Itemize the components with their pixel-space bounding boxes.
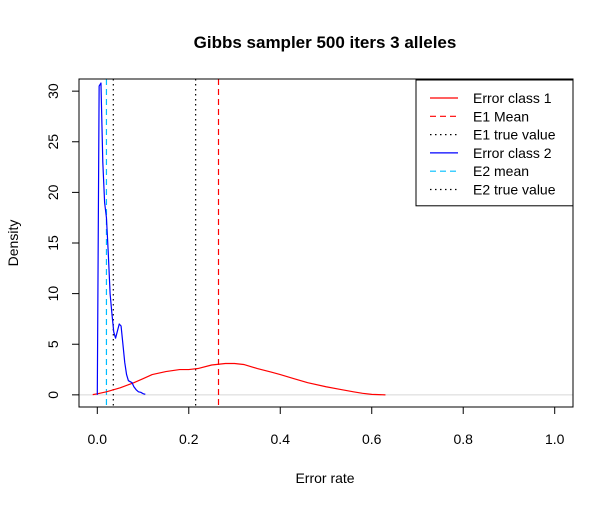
legend-label-0: Error class 1 [473,90,552,106]
y-tick-label: 30 [45,83,61,99]
x-axis: 0.0 0.2 0.4 0.6 0.8 1.0 [88,406,565,447]
x-tick-label: 1.0 [545,431,565,447]
legend-box [415,79,574,207]
x-tick-label: 0.6 [362,431,382,447]
legend-label-2: E1 true value [473,127,556,143]
y-axis: 0 5 10 15 20 25 30 [45,83,80,399]
legend-label-3: Error class 2 [473,145,552,161]
y-tick-label: 0 [45,391,61,399]
y-tick-label: 20 [45,184,61,200]
legend: Error class 1 E1 Mean E1 true value Error c… [415,79,574,207]
legend-label-5: E2 true value [473,182,556,198]
series-layer [92,82,386,396]
series-line-1 [96,82,146,395]
y-tick-label: 15 [45,235,61,251]
x-tick-label: 0.0 [88,431,108,447]
reference-lines-layer [105,79,220,407]
x-tick-label: 0.2 [179,431,199,447]
y-axis-label: Density [5,220,21,267]
series-line-0 [92,362,386,396]
legend-label-4: E2 mean [473,163,529,179]
x-tick-label: 0.8 [453,431,473,447]
y-tick-label: 25 [45,134,61,150]
y-tick-label: 10 [45,286,61,302]
y-tick-label: 5 [45,340,61,348]
legend-label-1: E1 Mean [473,108,529,124]
x-axis-label: Error rate [295,470,354,486]
x-tick-label: 0.4 [271,431,291,447]
chart-title: Gibbs sampler 500 iters 3 alleles [194,33,457,52]
